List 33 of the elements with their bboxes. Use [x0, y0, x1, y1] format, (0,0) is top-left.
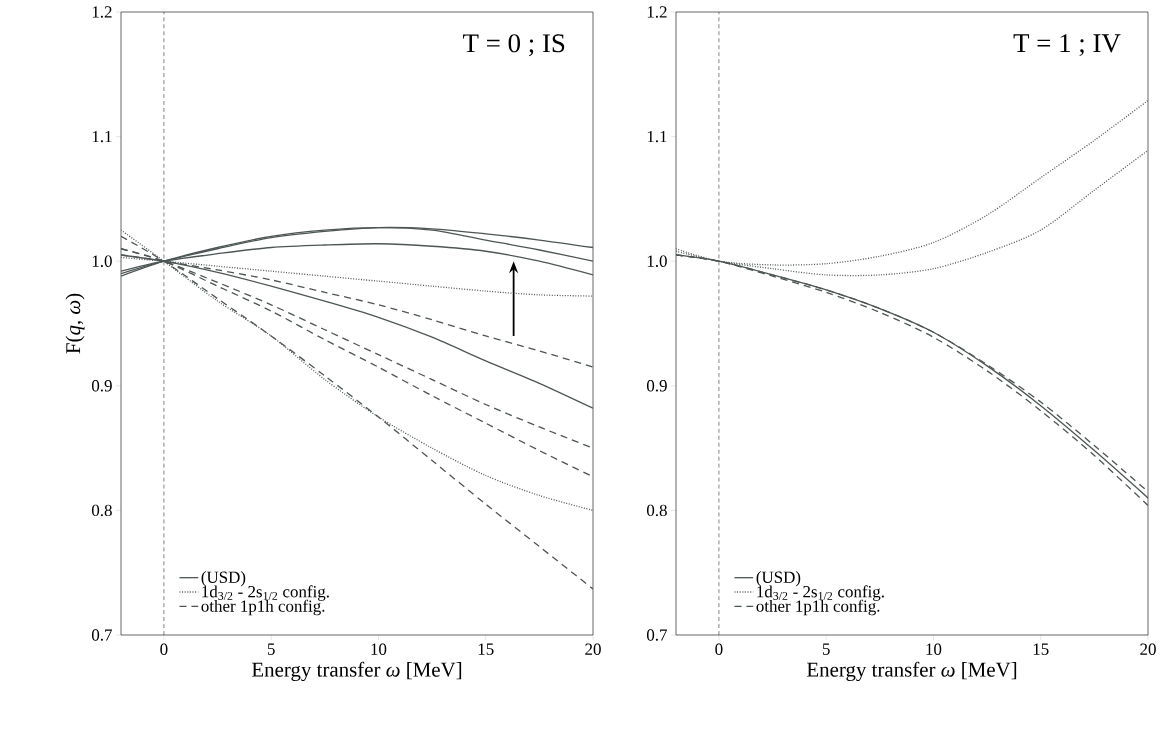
y-tick-label: 0.9: [91, 380, 112, 392]
y-tick-label: 1.1: [647, 130, 667, 143]
annotation: T = 0 ; IS: [463, 34, 565, 57]
x-tick-label: 20: [1140, 643, 1156, 655]
x-tick-label: 10: [371, 643, 387, 655]
legend-label: (USD): [201, 571, 246, 587]
x-tick-label: 10: [926, 643, 942, 655]
x-tick-label: 0: [160, 643, 168, 655]
y-tick-label: 1.0: [647, 255, 667, 267]
legend-label: (USD): [756, 571, 801, 587]
y-tick-label: 0.8: [646, 504, 667, 517]
x-tick-label: 5: [822, 643, 830, 655]
x-tick-label: 15: [1033, 643, 1049, 655]
y-tick-label: 1.1: [92, 130, 112, 143]
y-axis-title: F(q, ω): [65, 293, 85, 354]
y-tick-label: 0.9: [646, 380, 667, 392]
legend-label: other 1p1h config.: [756, 599, 880, 616]
x-tick-label: 20: [585, 643, 601, 655]
annotation: T = 1 ; IV: [1013, 34, 1121, 57]
y-tick-label: 1.2: [92, 6, 112, 18]
x-tick-label: 0: [715, 643, 723, 655]
y-tick-label: 0.8: [91, 504, 112, 517]
x-axis-title: Energy transfer ω [MeV]: [251, 661, 462, 682]
y-tick-label: 1.0: [92, 255, 112, 267]
y-tick-label: 0.7: [91, 629, 113, 641]
legend-label: other 1p1h config.: [201, 599, 325, 616]
x-tick-label: 5: [267, 643, 275, 655]
y-tick-label: 0.7: [646, 629, 668, 641]
y-tick-label: 1.2: [647, 6, 667, 18]
legend-label: 1d$_{3/2}$ - 2s$_{1/2}$ config.: [757, 585, 884, 601]
x-axis-title: Energy transfer ω [MeV]: [806, 661, 1017, 682]
x-tick-label: 15: [478, 643, 494, 655]
legend-label: 1d$_{3/2}$ - 2s$_{1/2}$ config.: [202, 585, 329, 601]
